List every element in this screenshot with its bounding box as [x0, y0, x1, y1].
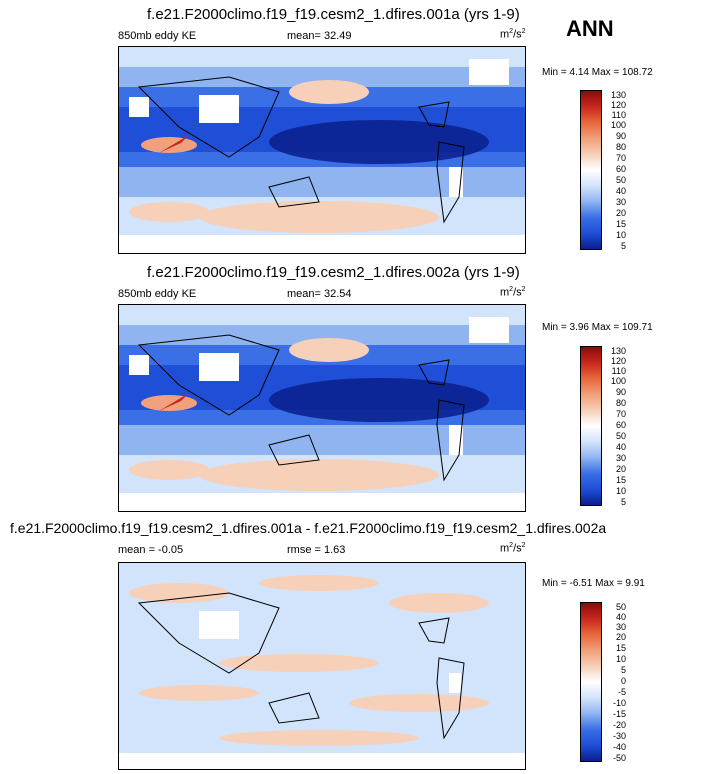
- panel2-level: 60: [615, 420, 626, 430]
- panel3-minmax: Min = -6.51 Max = 9.91: [542, 578, 645, 589]
- panel3-level: -10: [612, 698, 626, 708]
- panel3-level: 40: [615, 612, 626, 622]
- panel2-units: m2/s2: [500, 286, 526, 299]
- panel1-map: [118, 46, 526, 254]
- panel2-mean: mean= 32.54: [287, 288, 352, 300]
- panel2-level: 100: [610, 376, 626, 386]
- panel2-level: 20: [615, 464, 626, 474]
- panel3-units: m2/s2: [500, 542, 526, 555]
- panel2-map-field: [119, 305, 525, 511]
- panel3-level: 10: [615, 654, 626, 664]
- panel3-colorbar-gradient: [580, 602, 602, 762]
- panel1-title: f.e21.F2000climo.f19_f19.cesm2_1.dfires.…: [147, 6, 520, 23]
- panel1-level: 10: [615, 230, 626, 240]
- panel3-map-field: [119, 563, 525, 769]
- panel1-level: 15: [615, 219, 626, 229]
- panel3-colorbar: 50 40 30 20 15 10 5 0 -5 -10 -15 -20 -30…: [560, 602, 626, 763]
- panel2-colorbar-gradient: [580, 346, 602, 506]
- panel2-minmax: Min = 3.96 Max = 109.71: [542, 322, 653, 333]
- panel3-level: 20: [615, 632, 626, 642]
- panel3-map: [118, 562, 526, 770]
- panel1-level: 60: [615, 164, 626, 174]
- panel1-level: 90: [615, 131, 626, 141]
- panel1-minmax: Min = 4.14 Max = 108.72: [542, 67, 653, 78]
- panel2-level: 15: [615, 475, 626, 485]
- panel3-level: -40: [612, 742, 626, 752]
- panel2-level: 40: [615, 442, 626, 452]
- panel1-level: 100: [610, 120, 626, 130]
- panel2-colorbar: 130 120 110 100 90 80 70 60 50 40 30 20 …: [560, 346, 626, 507]
- panel1-map-field: [119, 47, 525, 253]
- panel1-level: 30: [615, 197, 626, 207]
- panel3-mean: mean = -0.05: [118, 544, 184, 556]
- panel3-level: 15: [615, 643, 626, 653]
- panel1-level: 80: [615, 142, 626, 152]
- panel1-level: 70: [615, 153, 626, 163]
- panel2-level: 5: [620, 497, 626, 507]
- panel1-colorbar: 130 120 110 100 90 80 70 60 50 40 30 20 …: [560, 90, 626, 251]
- panel2-level: 110: [611, 366, 626, 376]
- panel2-level: 50: [615, 431, 626, 441]
- panel3-level: 5: [620, 665, 626, 675]
- panel3-level: 30: [615, 622, 626, 632]
- panel1-variable-label: 850mb eddy KE: [118, 30, 197, 42]
- panel1-level: 20: [615, 208, 626, 218]
- season-label: ANN: [566, 16, 614, 41]
- panel1-level: 5: [620, 241, 626, 251]
- panel3-rmse: rmse = 1.63: [287, 544, 346, 556]
- panel1-level: 120: [610, 100, 626, 110]
- panel3-title: f.e21.F2000climo.f19_f19.cesm2_1.dfires.…: [10, 520, 607, 536]
- panel3-level: 50: [615, 602, 626, 612]
- panel3-level: -30: [612, 731, 626, 741]
- panel2-variable-label: 850mb eddy KE: [118, 288, 197, 300]
- panel3-level: -50: [612, 753, 626, 763]
- panel2-title: f.e21.F2000climo.f19_f19.cesm2_1.dfires.…: [147, 264, 520, 281]
- panel2-level: 70: [615, 409, 626, 419]
- panel2-map: [118, 304, 526, 512]
- panel1-level: 130: [610, 90, 626, 100]
- panel3-level: -20: [612, 720, 626, 730]
- panel2-level: 130: [610, 346, 626, 356]
- panel1-level: 40: [615, 186, 626, 196]
- panel1-level: 110: [611, 110, 626, 120]
- panel1-units: m2/s2: [500, 28, 526, 41]
- panel2-level: 90: [615, 387, 626, 397]
- panel1-colorbar-gradient: [580, 90, 602, 250]
- panel3-level: -5: [617, 687, 626, 697]
- panel2-level: 30: [615, 453, 626, 463]
- panel3-level: 0: [620, 676, 626, 686]
- panel3-level: -15: [612, 709, 626, 719]
- panel1-mean: mean= 32.49: [287, 30, 352, 42]
- panel2-level: 120: [610, 356, 626, 366]
- panel2-level: 10: [615, 486, 626, 496]
- panel2-level: 80: [615, 398, 626, 408]
- panel1-level: 50: [615, 175, 626, 185]
